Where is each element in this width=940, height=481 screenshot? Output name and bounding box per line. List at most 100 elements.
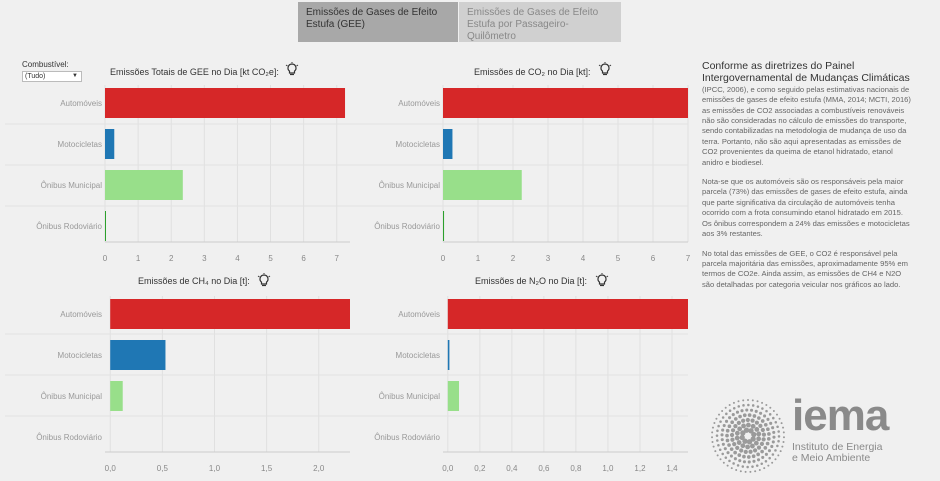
logo-dot	[747, 460, 751, 464]
logo-dot	[741, 465, 745, 468]
lightbulb-icon[interactable]	[285, 62, 299, 78]
logo-dot	[736, 440, 742, 445]
logo-dot	[726, 464, 729, 467]
logo-dot	[714, 450, 717, 453]
logo-dot	[771, 461, 774, 464]
logo-dot	[711, 436, 714, 439]
fuel-filter-dropdown[interactable]: (Tudo) ▼	[22, 71, 82, 82]
logo-dot	[737, 426, 743, 432]
logo-dot	[735, 445, 740, 450]
category-label-onibus-municipal: Ônibus Municipal	[379, 392, 441, 401]
bar-onibus-rodoviario	[105, 211, 106, 241]
logo-dot	[758, 469, 761, 472]
tab-emissoes-gee[interactable]: Emissões de Gases de Efeito Estufa (GEE)	[298, 2, 458, 42]
logo-dot	[745, 408, 749, 412]
logo-dot	[761, 455, 765, 459]
x-tick-label: 7	[686, 254, 691, 263]
logo-dot	[716, 429, 719, 433]
logo-dot	[742, 454, 746, 459]
logo-dot	[772, 409, 775, 412]
logo-dot	[723, 447, 727, 451]
category-label-onibus-rodoviario: Ônibus Rodoviário	[36, 222, 102, 231]
logo-dot	[720, 433, 724, 437]
logo-dot	[769, 406, 772, 409]
charts-canvas: 0 1 2 3 4 5 6 7 Automóveis Motocicletas Ônibus Mun…	[5, 85, 691, 473]
lightbulb-icon[interactable]	[257, 273, 271, 289]
category-label-automoveis: Automóveis	[60, 310, 102, 319]
logo-dot	[737, 400, 740, 403]
iema-logo-line2: e Meio Ambiente	[792, 452, 871, 464]
x-tick-label: 0,5	[157, 464, 169, 473]
chart-title-co2: Emissões de CO₂ no Dia [kt]:	[474, 67, 591, 77]
category-label-automoveis: Automóveis	[398, 99, 440, 108]
x-tick-label: 0	[441, 254, 446, 263]
logo-dot	[772, 416, 775, 420]
x-tick-label: 4	[235, 254, 240, 263]
logo-dot	[737, 453, 742, 457]
logo-dot	[774, 420, 778, 424]
logo-dot	[717, 443, 720, 447]
logo-dot	[746, 465, 749, 469]
logo-dot	[761, 407, 764, 410]
bar-onibus-municipal	[447, 381, 460, 411]
x-tick-label: 5	[616, 254, 621, 263]
logo-dot	[752, 448, 758, 453]
x-tick-label: 0,2	[474, 464, 486, 473]
logo-dot	[754, 409, 758, 413]
bar-onibus-rodoviario	[443, 211, 445, 241]
logo-dot	[777, 435, 781, 438]
logo-dot	[763, 467, 766, 470]
logo-dot	[742, 438, 748, 444]
logo-dot	[763, 446, 768, 450]
logo-dot	[751, 465, 754, 468]
logo-dot	[782, 440, 785, 443]
category-label-motocicletas: Motocicletas	[396, 140, 440, 149]
logo-dot	[779, 450, 782, 453]
logo-dot	[768, 413, 772, 416]
x-tick-label: 5	[268, 254, 273, 263]
logo-dot	[757, 416, 761, 420]
logo-dot	[728, 416, 732, 420]
logo-dot	[732, 462, 735, 465]
x-tick-label: 2	[511, 254, 516, 263]
logo-dot	[770, 444, 774, 449]
explanation-paragraph-3: No total das emissões de GEE, o CO2 é re…	[702, 248, 908, 289]
bar-motocicletas	[447, 340, 450, 370]
lightbulb-icon[interactable]	[598, 62, 612, 78]
logo-dot	[761, 437, 766, 442]
logo-dot	[752, 459, 756, 463]
iema-logo-subtitle: Instituto de Energia e Meio Ambiente	[792, 442, 882, 464]
logo-dot	[756, 431, 762, 437]
category-label-automoveis: Automóveis	[398, 310, 440, 319]
logo-dot	[782, 426, 785, 429]
category-label-automoveis: Automóveis	[60, 99, 102, 108]
logo-dot	[715, 434, 719, 437]
logo-dot	[760, 449, 764, 454]
lightbulb-icon[interactable]	[595, 273, 609, 289]
logo-dot	[722, 423, 726, 428]
logo-dot	[727, 443, 731, 447]
logo-dot	[744, 470, 747, 473]
logo-dot	[729, 447, 734, 452]
logo-dot	[752, 414, 757, 418]
logo-dot	[756, 445, 762, 450]
bar-automoveis	[447, 299, 688, 329]
logo-dot	[774, 449, 777, 452]
logo-dot	[711, 440, 714, 443]
logo-dot	[750, 418, 755, 423]
category-label-onibus-rodoviario: Ônibus Rodoviário	[374, 222, 440, 231]
logo-dot	[740, 409, 744, 413]
logo-dot	[734, 430, 740, 436]
logo-dot	[756, 452, 760, 457]
logo-dot	[721, 452, 724, 456]
explanation-heading: Conforme as diretrizes do Painel Intergo…	[702, 60, 910, 85]
logo-dot	[765, 404, 768, 407]
tab-emissoes-passageiro-km[interactable]: Emissões de Gases de Efeito Estufa por P…	[459, 2, 621, 42]
bar-onibus-municipal	[110, 381, 123, 411]
logo-dot	[760, 427, 765, 433]
logo-dot	[732, 442, 737, 447]
logo-dot	[756, 458, 761, 462]
logo-dot	[754, 420, 759, 425]
logo-dot	[740, 443, 746, 449]
logo-dot	[751, 431, 757, 438]
